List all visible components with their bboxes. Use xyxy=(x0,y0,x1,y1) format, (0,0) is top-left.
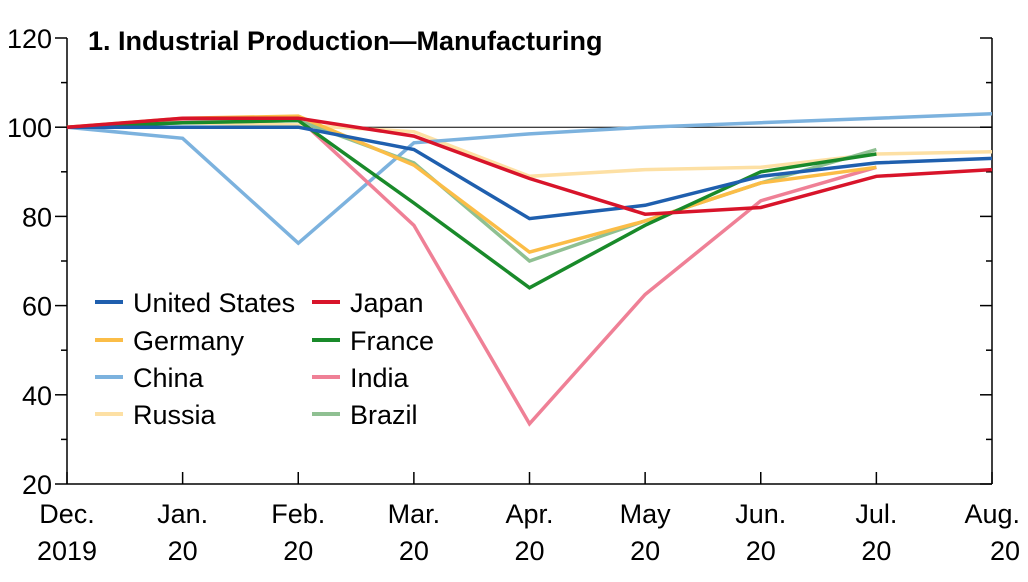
x-tick-label-month: Jan. xyxy=(157,499,208,529)
x-tick-label-year: 20 xyxy=(168,536,198,566)
series-line-india xyxy=(66,116,877,427)
legend-label: Germany xyxy=(133,326,245,356)
chart-title: 1. Industrial Production—Manufacturing xyxy=(88,26,603,56)
y-tick-label: 40 xyxy=(22,381,52,411)
axis-layer: 20 40 60 80 100 120 Dec. 2019 Jan. 20 Feb. 20 Mar. 20… xyxy=(7,24,1020,566)
y-tick-label: 60 xyxy=(22,292,52,322)
series-line-russia xyxy=(66,120,993,179)
x-tick-label-month: Jun. xyxy=(735,499,786,529)
y-tick-label: 120 xyxy=(7,24,52,54)
x-tick-label-month: Jul. xyxy=(855,499,897,529)
x-tick-label-month: Apr. xyxy=(505,499,553,529)
y-tick-label: 100 xyxy=(7,113,52,143)
x-tick-label-year: 20 xyxy=(399,536,429,566)
x-tick-label-year: 20 xyxy=(630,536,660,566)
legend-label: United States xyxy=(133,288,295,318)
x-tick-label-month: Dec. xyxy=(39,499,95,529)
legend-label: China xyxy=(133,363,205,393)
x-tick-label-year: 20 xyxy=(746,536,776,566)
legend-label: India xyxy=(350,363,410,393)
x-tick-label-year: 20 xyxy=(990,536,1020,566)
y-tick-label: 80 xyxy=(22,202,52,232)
legend-label: Russia xyxy=(133,400,217,430)
x-tick-label-year: 20 xyxy=(861,536,891,566)
x-tick-label-month: Aug. xyxy=(964,499,1020,529)
x-tick-label-month: Mar. xyxy=(388,499,441,529)
series-line-japan xyxy=(66,116,993,216)
legend-label: France xyxy=(350,326,434,356)
series-line-united-states xyxy=(67,125,993,221)
series-layer xyxy=(66,112,993,427)
x-tick-label-month: Feb. xyxy=(271,499,325,529)
y-tick-label: 20 xyxy=(22,470,52,500)
x-tick-label-year: 20 xyxy=(283,536,313,566)
legend: United States Japan Germany France China Indi… xyxy=(95,288,434,430)
legend-label: Brazil xyxy=(350,400,418,430)
series-line-china xyxy=(66,112,993,246)
x-tick-label-year: 20 xyxy=(514,536,544,566)
x-tick-label-year: 2019 xyxy=(37,536,97,566)
x-tick-label-month: May xyxy=(620,499,672,529)
legend-label: Japan xyxy=(350,288,424,318)
